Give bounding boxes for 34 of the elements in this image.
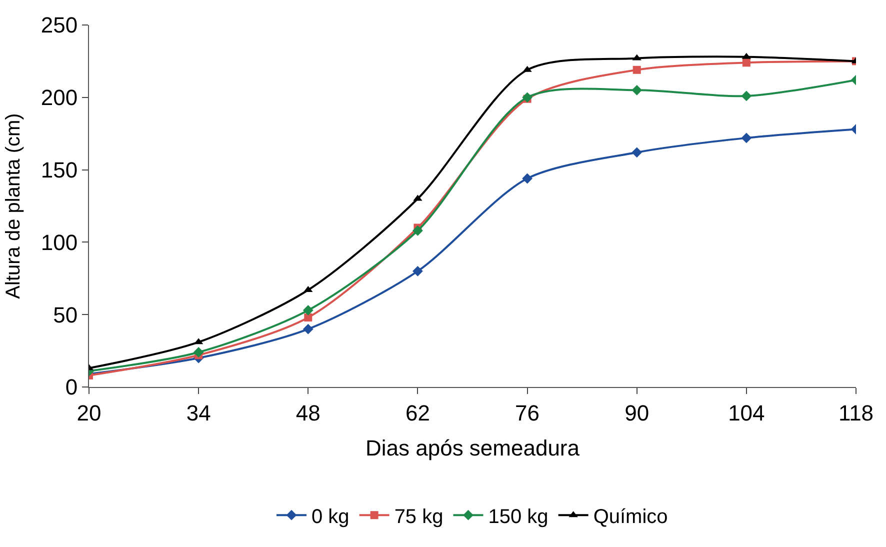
point bbox=[741, 90, 752, 102]
point bbox=[632, 66, 641, 74]
x-tick-label: 104 bbox=[728, 400, 765, 426]
point bbox=[632, 84, 642, 96]
point bbox=[412, 225, 423, 236]
legend-label: 75 kg bbox=[394, 506, 444, 528]
point bbox=[302, 305, 314, 316]
x-axis-title: Dias após semeadura bbox=[365, 435, 580, 460]
point bbox=[193, 347, 204, 358]
point bbox=[412, 266, 423, 276]
x-tick-label: 34 bbox=[186, 400, 211, 426]
point bbox=[741, 132, 752, 144]
x-tick-label: 62 bbox=[405, 400, 430, 426]
point bbox=[632, 147, 642, 158]
point bbox=[304, 314, 312, 322]
y-axis-title: Altura de planta (cm) bbox=[2, 113, 24, 299]
x-tick-label: 118 bbox=[838, 400, 874, 426]
x-tick-label: 76 bbox=[515, 400, 540, 426]
legend-label: Químico bbox=[593, 506, 668, 528]
legend-label: 0 kg bbox=[312, 506, 350, 528]
y-tick-label: 200 bbox=[40, 85, 78, 110]
y-tick-label: 150 bbox=[40, 158, 78, 182]
x-tick-label: 48 bbox=[296, 400, 320, 426]
point bbox=[522, 92, 532, 103]
point bbox=[522, 173, 532, 184]
point bbox=[742, 58, 750, 67]
x-tick-label: 20 bbox=[76, 400, 102, 426]
x-tick-label: 90 bbox=[624, 400, 650, 426]
y-tick-label: 100 bbox=[40, 230, 78, 255]
legend-label: 150 kg bbox=[488, 506, 548, 528]
y-tick-label: 50 bbox=[53, 302, 78, 328]
point bbox=[302, 324, 314, 334]
y-tick-label: 0 bbox=[65, 374, 78, 400]
y-tick-label: 250 bbox=[40, 12, 78, 38]
